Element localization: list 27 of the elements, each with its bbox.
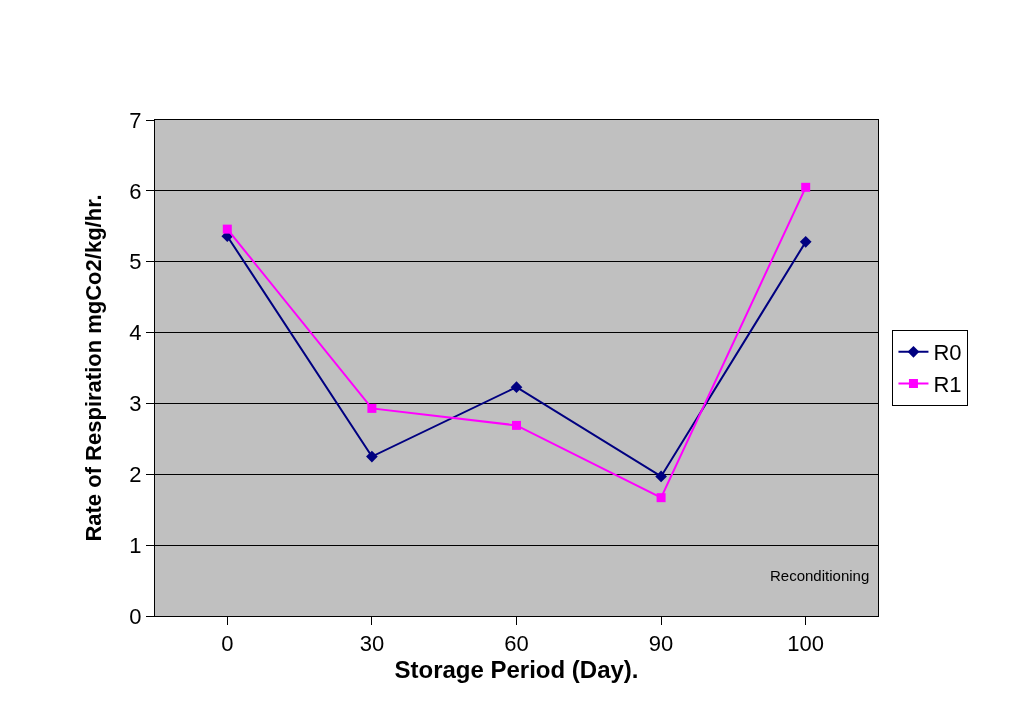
y-axis-title: Rate of Respiration mgCo2/kg/hr. [81, 194, 106, 542]
y-tick-label: 2 [129, 461, 142, 487]
point [366, 450, 378, 463]
point [801, 182, 811, 192]
y-tick-label: 1 [129, 532, 142, 558]
point [222, 224, 232, 234]
point [656, 493, 666, 503]
point [655, 470, 667, 483]
point [799, 236, 812, 248]
point [367, 403, 377, 413]
y-tick-label: 4 [129, 320, 142, 346]
point [510, 381, 523, 393]
y-tick-label: 6 [129, 178, 142, 204]
y-tick-label: 5 [129, 249, 142, 275]
x-axis-title: Storage Period (Day). [394, 656, 639, 684]
x-tick-label: 0 [221, 631, 234, 657]
x-tick-label: 100 [787, 631, 825, 657]
x-tick-label: 60 [504, 631, 529, 657]
y-tick-label: 0 [129, 603, 142, 629]
point [512, 420, 521, 430]
legend-label: R1 [933, 371, 962, 397]
annotation: Reconditioning [770, 567, 870, 584]
x-tick-label: 30 [359, 631, 385, 657]
legend-label: R0 [933, 340, 962, 366]
y-tick-label: 3 [129, 391, 142, 417]
y-tick-label: 7 [129, 107, 142, 133]
x-tick-label: 90 [648, 631, 674, 657]
